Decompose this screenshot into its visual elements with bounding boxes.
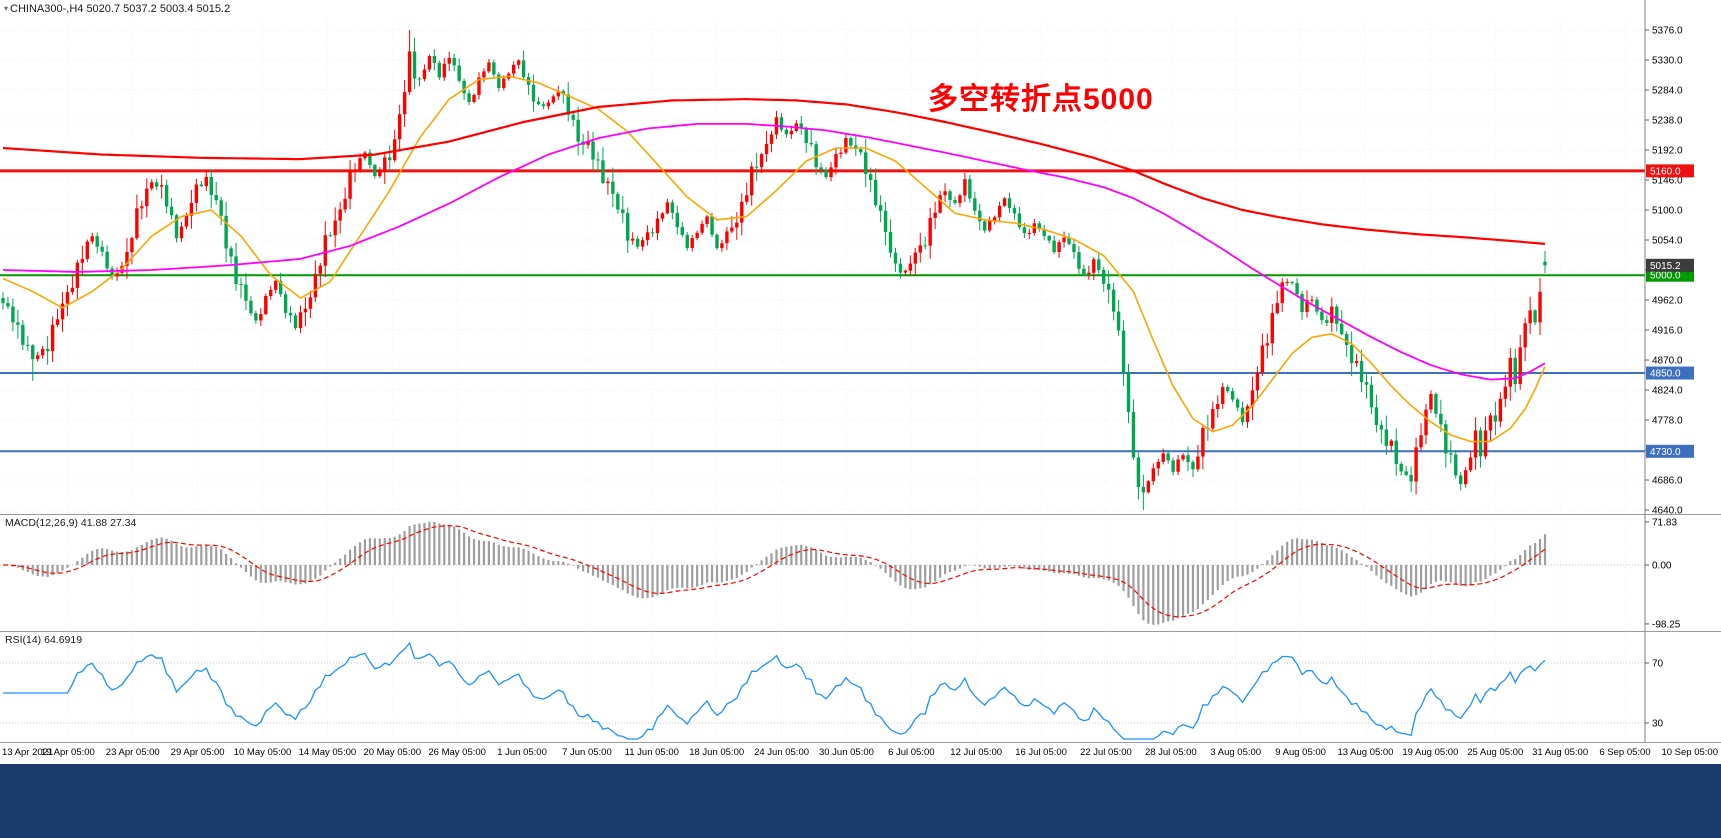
rsi-label: RSI(14) (5, 634, 42, 646)
time-axis-label: 30 Jun 05:00 (818, 747, 874, 758)
price-tick-label: 5284.0 (1652, 86, 1683, 97)
price-tick-label: 4824.0 (1652, 386, 1683, 397)
time-axis-label: 13 Apr 2021 (2, 747, 54, 758)
svg-text:5000.0: 5000.0 (1650, 271, 1681, 282)
price-axis: 5376.0 5330.0 5284.0 5238.0 5192.0 5146.0 5100… (1644, 0, 1721, 515)
time-axis-label: 20 May 05:00 (363, 747, 422, 758)
time-axis-label: 16 Jul 05:00 (1015, 747, 1067, 758)
rsi-panel-canvas[interactable]: 70 30 (0, 631, 1721, 742)
time-axis-label: 6 Sep 05:00 (1599, 747, 1651, 758)
ma-mid-magenta-line (2, 123, 1546, 381)
time-axis-label: 26 May 05:00 (428, 747, 486, 758)
ma-fast-orange-line (2, 75, 1546, 443)
time-axis-label: 10 May 05:00 (233, 747, 292, 758)
time-axis-label: 23 Apr 05:00 (105, 747, 160, 758)
time-axis-label: 7 Jun 05:00 (562, 747, 612, 758)
time-axis-label: 1 Jun 05:00 (497, 747, 547, 758)
svg-text:4730.0: 4730.0 (1650, 447, 1681, 458)
macd-histogram (6, 521, 1547, 625)
symbol-period-label: CHINA300-,H4 (10, 3, 84, 15)
time-axis-label: 12 Jul 05:00 (950, 747, 1003, 758)
time-axis-label: 19 Aug 05:00 (1402, 747, 1459, 758)
price-badge-5015.2: 5015.2 (1646, 258, 1694, 272)
time-axis[interactable]: 13 Apr 2021 19 Apr 05:00 23 Apr 05:00 29 Ap… (0, 742, 1721, 764)
macd-label: MACD(12,26,9) (5, 517, 78, 529)
candles (1, 30, 1547, 510)
horizontal-level-lines (0, 169, 1645, 453)
time-axis-label: 24 Jun 05:00 (754, 747, 810, 758)
price-tick-label: 4640.0 (1652, 506, 1683, 515)
svg-text:4850.0: 4850.0 (1650, 369, 1681, 380)
time-axis-label: 25 Aug 05:00 (1467, 747, 1524, 758)
time-axis-label: 19 Apr 05:00 (40, 747, 95, 758)
time-axis-label: 29 Apr 05:00 (170, 747, 225, 758)
time-axis-label: 31 Aug 05:00 (1532, 747, 1589, 758)
price-badge-5000.0: 5000.0 (1646, 268, 1694, 282)
macd-axis-label: 71.83 (1652, 517, 1677, 528)
price-tick-label: 4870.0 (1652, 356, 1683, 367)
price-badge-4730.0: 4730.0 (1646, 444, 1694, 458)
price-tick-label: 5376.0 (1652, 26, 1683, 37)
price-tick-label: 5192.0 (1652, 146, 1683, 157)
time-axis-label: 28 Jul 05:00 (1144, 747, 1197, 758)
price-badge-5160.0: 5160.0 (1646, 164, 1694, 178)
price-tick-label: 5146.0 (1652, 176, 1683, 187)
bottom-status-strip (0, 764, 1721, 838)
time-axis-label: 13 Aug 05:00 (1337, 747, 1394, 758)
price-badge-4850.0: 4850.0 (1646, 366, 1694, 380)
price-tick-label: 4778.0 (1652, 416, 1683, 427)
price-tick-label: 5238.0 (1652, 116, 1683, 127)
price-tick-label: 4916.0 (1652, 326, 1683, 337)
macd-axis-label: 0.00 (1652, 561, 1672, 572)
macd-legend: MACD(12,26,9) 41.88 27.34 (5, 517, 136, 529)
main-chart-canvas[interactable]: 5376.0 5330.0 5284.0 5238.0 5192.0 5146.0 5100… (0, 0, 1721, 514)
chart-annotation-text: 多空转折点5000 (928, 83, 1154, 116)
chart-dropdown-icon[interactable]: ▾ (4, 4, 9, 13)
price-tick-label: 4962.0 (1652, 296, 1683, 307)
time-axis-label: 22 Jul 05:00 (1080, 747, 1132, 758)
price-tick-label: 4686.0 (1652, 476, 1683, 487)
main-gridlines (0, 18, 1691, 512)
macd-axis-label: -98.25 (1652, 619, 1681, 630)
svg-text:5015.2: 5015.2 (1650, 261, 1681, 272)
price-tick-label: 5054.0 (1652, 236, 1683, 247)
ma-slow-red-line (2, 97, 1546, 245)
time-axis-label: 14 May 05:00 (298, 747, 357, 758)
time-axis-label: 3 Aug 05:00 (1210, 747, 1262, 758)
svg-text:5160.0: 5160.0 (1650, 166, 1681, 177)
rsi-legend: RSI(14) 64.6919 (5, 634, 82, 646)
rsi-line (3, 641, 1546, 740)
time-axis-label: 10 Sep 05:00 (1661, 747, 1718, 758)
chart-legend: ▾ CHINA300-,H4 5020.7 5037.2 5003.4 5015.… (4, 3, 230, 15)
time-axis-label: 9 Aug 05:00 (1275, 747, 1326, 758)
rsi-axis-label: 30 (1652, 719, 1664, 730)
time-axis-label: 18 Jun 05:00 (689, 747, 745, 758)
rsi-values: 64.6919 (44, 634, 83, 646)
rsi-axis-label: 70 (1652, 659, 1664, 670)
price-tick-label: 5330.0 (1652, 56, 1683, 67)
price-tick-label: 5100.0 (1652, 206, 1683, 217)
macd-panel-canvas[interactable]: 71.83 0.00 -98.25 (0, 514, 1721, 631)
time-axis-label: 6 Jul 05:00 (888, 747, 935, 758)
ohlc-values-label: 5020.7 5037.2 5003.4 5015.2 (86, 3, 231, 15)
time-axis-label: 11 Jun 05:00 (624, 747, 679, 758)
macd-values: 41.88 27.34 (80, 517, 137, 529)
macd-signal-line (3, 525, 1546, 618)
